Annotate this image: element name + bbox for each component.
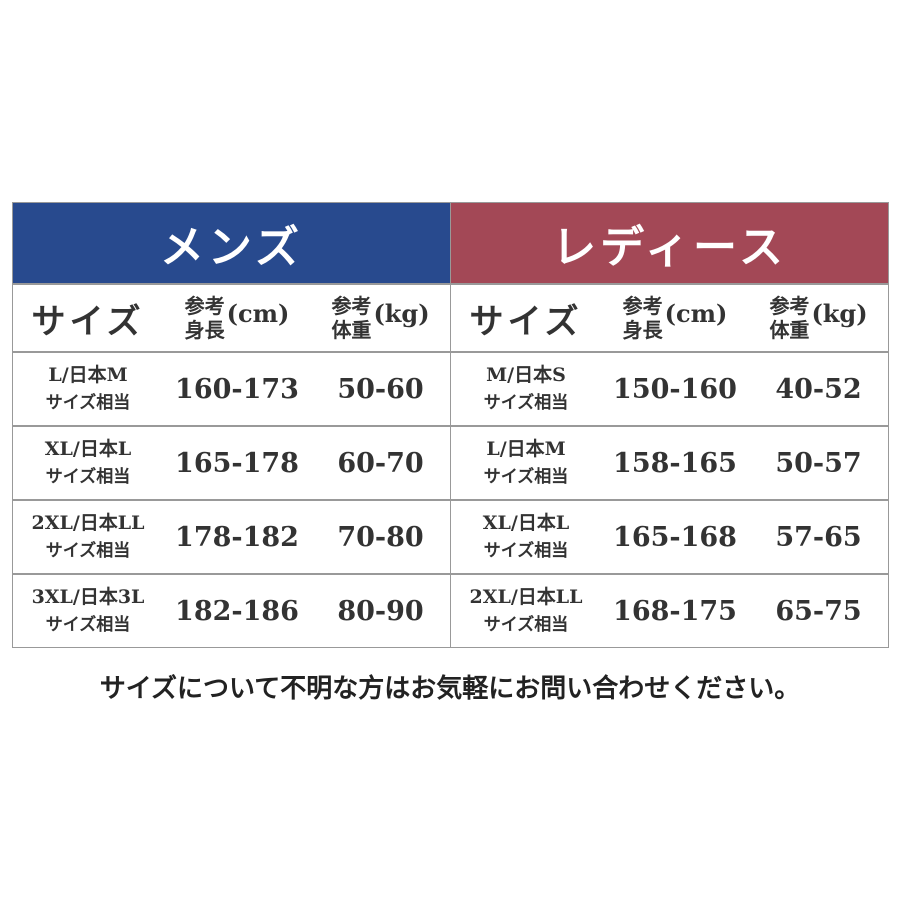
weight-cell: 60-70 xyxy=(337,447,424,479)
footer-note: サイズについて不明な方はお気軽にお問い合わせください。 xyxy=(99,674,801,704)
size-note: サイズ相当 xyxy=(45,393,131,413)
height-label-bottom: 身長 xyxy=(622,318,663,342)
table-row: 3XL/日本3L サイズ相当 182-186 80-90 xyxy=(13,573,450,647)
size-cell: 2XL/日本LL サイズ相当 xyxy=(451,583,601,639)
height-header: 参考 身長 (cm) xyxy=(185,294,290,342)
table-row: XL/日本L サイズ相当 165-168 57-65 xyxy=(451,499,888,573)
size-header: サイズ xyxy=(469,301,583,342)
size-label: 2XL/日本LL xyxy=(469,586,583,608)
size-cell: XL/日本L サイズ相当 xyxy=(451,509,601,565)
weight-label-top: 参考 xyxy=(769,294,810,318)
size-note: サイズ相当 xyxy=(45,467,131,487)
weight-cell: 65-75 xyxy=(775,595,862,627)
mens-title: メンズ xyxy=(13,203,450,283)
womens-size-table: レディース サイズ 参考 身長 (cm) 参考 体重 (kg) M/日本S サイズ相当 1… xyxy=(450,202,889,648)
table-row: XL/日本L サイズ相当 165-178 60-70 xyxy=(13,425,450,499)
weight-unit: (kg) xyxy=(373,298,430,328)
table-row: L/日本M サイズ相当 160-173 50-60 xyxy=(13,351,450,425)
height-cell: 178-182 xyxy=(175,521,299,553)
size-cell: 2XL/日本LL サイズ相当 xyxy=(13,509,163,565)
size-note: サイズ相当 xyxy=(483,393,569,413)
size-label: M/日本S xyxy=(486,364,566,386)
weight-cell: 80-90 xyxy=(337,595,424,627)
height-cell: 160-173 xyxy=(175,373,299,405)
weight-label-top: 参考 xyxy=(331,294,372,318)
table-row: L/日本M サイズ相当 158-165 50-57 xyxy=(451,425,888,499)
size-note: サイズ相当 xyxy=(45,615,131,635)
height-cell: 182-186 xyxy=(175,595,299,627)
size-label: XL/日本L xyxy=(44,438,132,460)
weight-cell: 50-60 xyxy=(337,373,424,405)
size-note: サイズ相当 xyxy=(483,615,569,635)
size-note: サイズ相当 xyxy=(483,467,569,487)
height-cell: 150-160 xyxy=(613,373,737,405)
weight-label-bottom: 体重 xyxy=(331,318,372,342)
height-label-bottom: 身長 xyxy=(184,318,225,342)
womens-header-row: サイズ 参考 身長 (cm) 参考 体重 (kg) xyxy=(451,283,888,351)
mens-header-row: サイズ 参考 身長 (cm) 参考 体重 (kg) xyxy=(13,283,450,351)
height-unit: (cm) xyxy=(226,298,290,328)
table-row: 2XL/日本LL サイズ相当 178-182 70-80 xyxy=(13,499,450,573)
size-label: 2XL/日本LL xyxy=(31,512,145,534)
size-cell: XL/日本L サイズ相当 xyxy=(13,435,163,491)
size-label: L/日本M xyxy=(48,364,128,386)
height-cell: 165-178 xyxy=(175,447,299,479)
size-header: サイズ xyxy=(31,301,145,342)
weight-cell: 50-57 xyxy=(775,447,862,479)
table-row: 2XL/日本LL サイズ相当 168-175 65-75 xyxy=(451,573,888,647)
weight-header: 参考 体重 (kg) xyxy=(769,294,867,342)
height-cell: 168-175 xyxy=(613,595,737,627)
height-cell: 165-168 xyxy=(613,521,737,553)
height-label-top: 参考 xyxy=(184,294,225,318)
mens-size-table: メンズ サイズ 参考 身長 (cm) 参考 体重 (kg) L/日本M サイズ相当 160… xyxy=(12,202,451,648)
height-unit: (cm) xyxy=(664,298,728,328)
size-note: サイズ相当 xyxy=(483,541,569,561)
size-label: XL/日本L xyxy=(482,512,570,534)
size-cell: 3XL/日本3L サイズ相当 xyxy=(13,583,163,639)
weight-unit: (kg) xyxy=(811,298,868,328)
weight-label-bottom: 体重 xyxy=(769,318,810,342)
weight-header: 参考 体重 (kg) xyxy=(331,294,429,342)
size-note: サイズ相当 xyxy=(45,541,131,561)
height-label-top: 参考 xyxy=(622,294,663,318)
size-cell: M/日本S サイズ相当 xyxy=(451,361,601,417)
size-label: 3XL/日本3L xyxy=(31,586,145,608)
weight-cell: 57-65 xyxy=(775,521,862,553)
size-cell: L/日本M サイズ相当 xyxy=(13,361,163,417)
size-cell: L/日本M サイズ相当 xyxy=(451,435,601,491)
table-row: M/日本S サイズ相当 150-160 40-52 xyxy=(451,351,888,425)
weight-cell: 40-52 xyxy=(775,373,862,405)
height-header: 参考 身長 (cm) xyxy=(623,294,728,342)
weight-cell: 70-80 xyxy=(337,521,424,553)
height-cell: 158-165 xyxy=(613,447,737,479)
size-label: L/日本M xyxy=(486,438,566,460)
womens-title: レディース xyxy=(451,203,888,283)
